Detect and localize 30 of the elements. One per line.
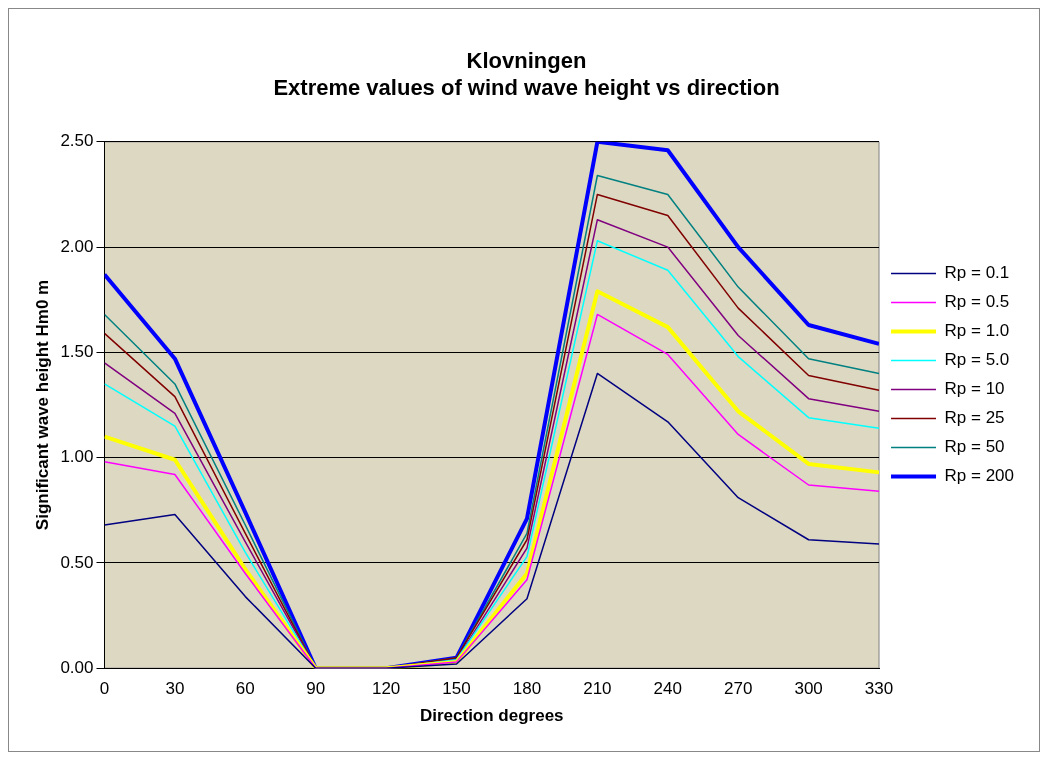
legend-label: Rp = 0.5 [944,292,1010,312]
legend-label: Rp = 5.0 [944,350,1010,370]
x-tick-label: 240 [653,679,682,699]
legend-label: Rp = 200 [944,466,1015,486]
text: Extreme values of wind wave height vs direction [273,74,780,100]
y-tick-label: 0.50 [60,552,94,572]
legend-label: Rp = 1.0 [944,321,1010,341]
x-tick-label: 180 [512,679,542,699]
x-tick-label: 270 [724,679,753,699]
x-tick-label: 300 [794,679,823,699]
y-tick-label: 1.00 [60,447,94,467]
y-tick-label: 2.50 [60,131,94,151]
text: Klovningen [466,48,587,74]
y-axis-title: Significant wave height Hm0 m [32,279,52,531]
x-tick-label: 90 [306,679,326,699]
x-axis-title: Direction degrees [419,706,564,726]
x-tick-label: 0 [99,679,110,699]
legend-label: Rp = 50 [944,437,1005,457]
legend-label: Rp = 25 [944,408,1005,428]
x-tick-label: 210 [583,679,612,699]
x-tick-label: 30 [165,679,185,699]
y-tick-label: 0.00 [60,657,94,677]
y-tick-label: 2.00 [60,236,94,256]
x-tick-label: 150 [442,679,471,699]
legend-label: Rp = 0.1 [944,263,1010,283]
legend-label: Rp = 10 [944,379,1005,399]
x-tick-label: 60 [235,679,255,699]
y-tick-label: 1.50 [60,342,94,362]
x-tick-label: 330 [864,679,894,699]
x-tick-label: 120 [371,679,401,699]
